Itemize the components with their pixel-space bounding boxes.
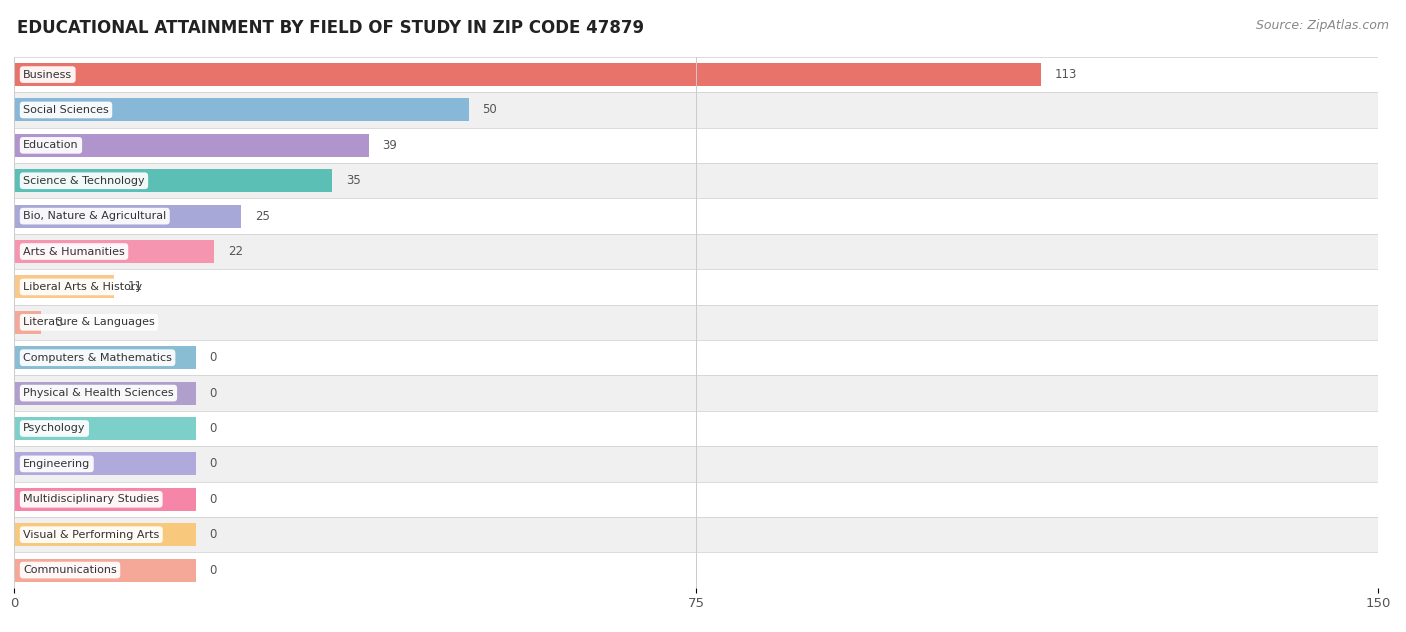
Bar <box>14 234 1378 269</box>
Bar <box>14 92 1378 128</box>
Text: 113: 113 <box>1054 68 1077 81</box>
Text: 0: 0 <box>209 493 217 506</box>
Text: Social Sciences: Social Sciences <box>22 105 108 115</box>
Bar <box>14 488 195 511</box>
Bar <box>14 269 1378 305</box>
Text: 0: 0 <box>209 422 217 435</box>
Bar <box>14 417 195 440</box>
Text: 0: 0 <box>209 351 217 364</box>
Bar <box>14 163 1378 198</box>
Bar <box>14 57 1378 92</box>
Bar <box>14 482 1378 517</box>
Bar <box>14 276 114 298</box>
Text: Physical & Health Sciences: Physical & Health Sciences <box>22 388 174 398</box>
Text: 39: 39 <box>382 139 396 152</box>
Text: Engineering: Engineering <box>22 459 90 469</box>
Bar <box>14 134 368 157</box>
Text: 0: 0 <box>209 564 217 576</box>
Text: Liberal Arts & History: Liberal Arts & History <box>22 282 142 292</box>
Bar <box>14 340 1378 375</box>
Text: Arts & Humanities: Arts & Humanities <box>22 246 125 257</box>
Bar <box>14 63 1042 86</box>
Bar <box>14 382 195 404</box>
Bar <box>14 375 1378 411</box>
Text: Science & Technology: Science & Technology <box>22 176 145 186</box>
Bar <box>14 169 332 192</box>
Text: 0: 0 <box>209 458 217 470</box>
Text: Computers & Mathematics: Computers & Mathematics <box>22 353 172 363</box>
Bar <box>14 552 1378 588</box>
Text: Multidisciplinary Studies: Multidisciplinary Studies <box>22 494 159 504</box>
Text: 35: 35 <box>346 174 361 187</box>
Text: Bio, Nature & Agricultural: Bio, Nature & Agricultural <box>22 211 166 221</box>
Bar <box>14 240 214 263</box>
Text: Source: ZipAtlas.com: Source: ZipAtlas.com <box>1256 19 1389 32</box>
Bar <box>14 128 1378 163</box>
Text: Literature & Languages: Literature & Languages <box>22 317 155 327</box>
Text: Business: Business <box>22 70 72 80</box>
Text: 0: 0 <box>209 387 217 399</box>
Bar <box>14 453 195 475</box>
Text: Visual & Performing Arts: Visual & Performing Arts <box>22 530 159 540</box>
Text: Education: Education <box>22 140 79 150</box>
Text: 25: 25 <box>254 210 270 222</box>
Text: Communications: Communications <box>22 565 117 575</box>
Text: Psychology: Psychology <box>22 423 86 434</box>
Bar <box>14 305 1378 340</box>
Bar <box>14 446 1378 482</box>
Bar <box>14 411 1378 446</box>
Bar <box>14 198 1378 234</box>
Bar <box>14 205 242 228</box>
Bar <box>14 523 195 546</box>
Text: 3: 3 <box>55 316 62 329</box>
Text: 22: 22 <box>228 245 243 258</box>
Bar <box>14 517 1378 552</box>
Text: EDUCATIONAL ATTAINMENT BY FIELD OF STUDY IN ZIP CODE 47879: EDUCATIONAL ATTAINMENT BY FIELD OF STUDY… <box>17 19 644 37</box>
Bar <box>14 559 195 581</box>
Bar <box>14 311 41 334</box>
Text: 11: 11 <box>128 281 143 293</box>
Bar <box>14 346 195 369</box>
Bar <box>14 99 468 121</box>
Text: 50: 50 <box>482 104 498 116</box>
Text: 0: 0 <box>209 528 217 541</box>
